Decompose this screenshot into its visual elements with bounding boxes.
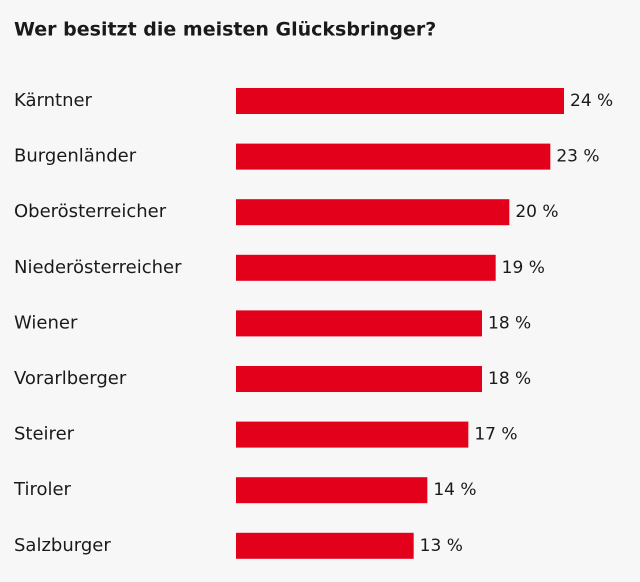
category-label: Steirer (14, 424, 75, 445)
bar (236, 532, 414, 559)
value-label: 18 % (488, 369, 531, 389)
category-label: Oberösterreicher (14, 201, 167, 222)
bar (236, 254, 496, 281)
category-label: Vorarlberger (14, 368, 127, 389)
value-label: 24 % (570, 91, 613, 111)
value-label: 18 % (488, 313, 531, 333)
bar (236, 88, 564, 114)
category-label: Kärntner (14, 90, 93, 111)
value-label: 13 % (420, 536, 463, 556)
bar (236, 366, 482, 392)
value-label: 17 % (474, 425, 517, 445)
value-label: 14 % (433, 480, 476, 500)
bar (236, 421, 469, 448)
value-label: 19 % (502, 258, 545, 278)
category-label: Salzburger (14, 535, 111, 556)
bar (236, 310, 482, 337)
value-label: 23 % (556, 147, 599, 167)
bar (236, 477, 428, 504)
category-label: Niederösterreicher (14, 257, 182, 278)
bar (236, 143, 551, 170)
bar (236, 199, 510, 226)
category-label: Burgenländer (14, 146, 137, 167)
category-label: Tiroler (13, 479, 72, 500)
category-label: Wiener (14, 312, 78, 333)
value-label: 20 % (515, 202, 558, 222)
chart-title: Wer besitzt die meisten Glücksbringer? (14, 19, 436, 41)
